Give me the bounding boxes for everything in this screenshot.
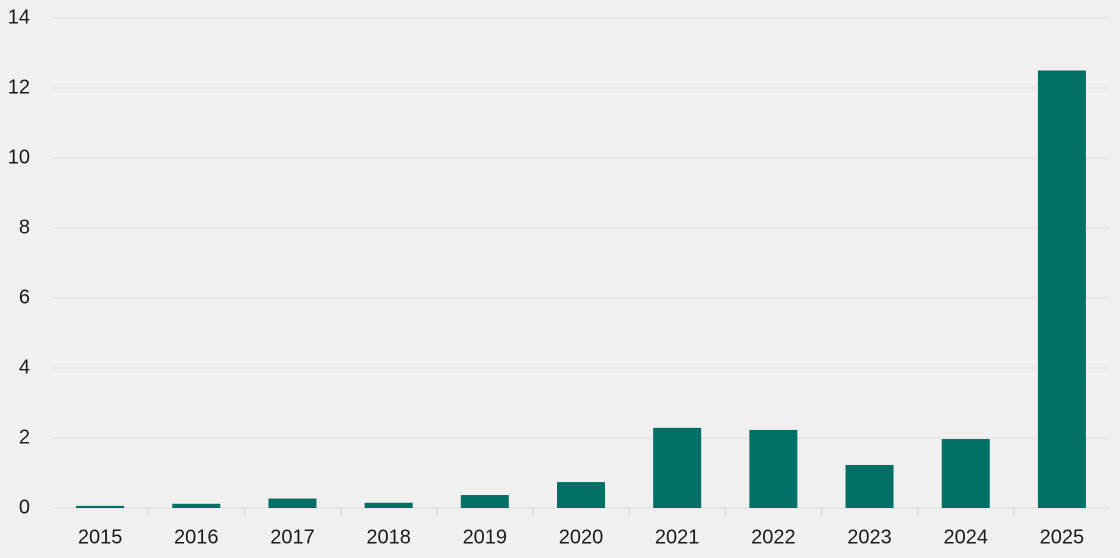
y-tick-label: 4 <box>19 356 30 378</box>
x-tick-label: 2022 <box>751 526 796 548</box>
bar <box>845 464 894 508</box>
bar <box>172 503 221 508</box>
bar <box>653 427 702 508</box>
y-tick-label: 8 <box>19 216 30 238</box>
y-tick-label: 12 <box>8 76 30 98</box>
y-tick-label: 0 <box>19 496 30 518</box>
bar <box>76 505 125 508</box>
x-tick-label: 2025 <box>1040 526 1085 548</box>
y-tick-label: 14 <box>8 6 30 28</box>
x-tick-label: 2021 <box>655 526 700 548</box>
bar <box>268 498 317 508</box>
bar <box>460 495 509 508</box>
x-tick-label: 2020 <box>559 526 604 548</box>
bar <box>941 439 990 508</box>
y-tick-label: 2 <box>19 426 30 448</box>
x-tick-label: 2016 <box>174 526 219 548</box>
x-tick-label: 2019 <box>463 526 508 548</box>
bar <box>364 502 413 508</box>
x-tick-label: 2015 <box>78 526 123 548</box>
y-tick-label: 6 <box>19 286 30 308</box>
y-tick-label: 10 <box>8 146 30 168</box>
x-tick-label: 2023 <box>847 526 892 548</box>
x-tick-label: 2017 <box>270 526 315 548</box>
bar <box>749 429 798 508</box>
x-tick-label: 2018 <box>366 526 411 548</box>
bar <box>557 482 605 508</box>
bar <box>1037 70 1086 508</box>
x-tick-label: 2024 <box>943 526 988 548</box>
